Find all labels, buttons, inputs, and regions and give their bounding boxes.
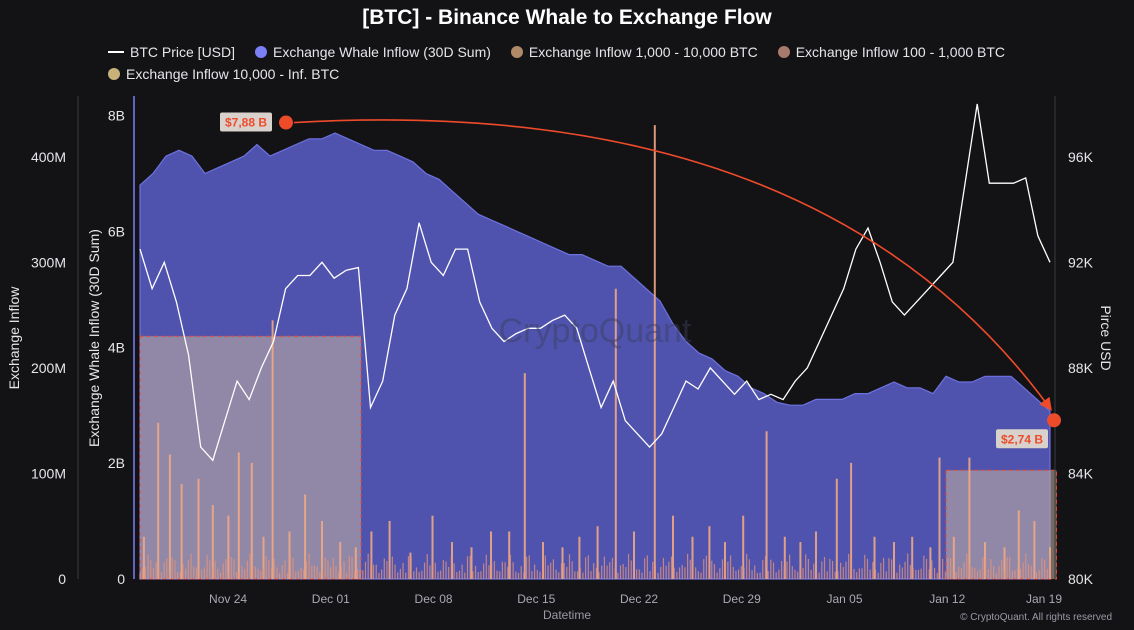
price-line-layer [139, 103, 1051, 462]
legend-label: Exchange Inflow 10,000 - Inf. BTC [126, 66, 340, 82]
y-left-outer-tick: 100M [31, 465, 66, 481]
right-axis-label: Pirce USD [1098, 305, 1114, 371]
x-axis-label: Datetime [542, 608, 592, 622]
end-badge [996, 429, 1048, 449]
highlight-box-1 [139, 335, 362, 580]
chart-title: [BTC] - Binance Whale to Exchange Flow [362, 6, 772, 29]
y-right-tick: 84K [1068, 465, 1094, 481]
x-tick: Jan 19 [1026, 592, 1062, 606]
x-tick: Dec 15 [517, 592, 555, 606]
x-tick: Dec 08 [415, 592, 453, 606]
y-left-inner-tick: 6B [108, 223, 125, 239]
legend-label: Exchange Inflow 1,000 - 10,000 BTC [528, 44, 758, 60]
peak-label: $7,88 B [225, 116, 267, 130]
trend-arrow [293, 119, 1052, 411]
y-left-inner-tick: 2B [108, 455, 125, 471]
legend-item-inflow-1000-10000[interactable]: Exchange Inflow 1,000 - 10,000 BTC [510, 44, 758, 60]
y-left-inner-tick: 8B [108, 108, 125, 124]
watermark: CryptoQuant [499, 312, 692, 350]
legend-item-whale-inflow[interactable]: Exchange Whale Inflow (30D Sum) [255, 44, 491, 60]
legend-item-inflow-10000-inf[interactable]: Exchange Inflow 10,000 - Inf. BTC [108, 66, 339, 82]
y-left-outer-tick: 300M [31, 254, 66, 270]
axes-layer: 0 100M 200M 300M 400M 0 2B 4B 6B 8B 80K 84K 88K 92K 96… [31, 96, 1094, 606]
y-left-inner-tick: 4B [108, 339, 125, 355]
y-left-outer-tick: 400M [31, 149, 66, 165]
end-label: $2,74 B [1001, 432, 1043, 446]
y-right-tick: 92K [1068, 254, 1094, 270]
y-left-inner-tick: 0 [117, 571, 125, 587]
legend-item-btc-price[interactable]: BTC Price [USD] [108, 44, 235, 60]
whale-inflow-area-layer [139, 132, 1051, 580]
dot-swatch-icon [777, 46, 790, 58]
left-outer-axis-label: Exchange Inflow [6, 286, 22, 390]
legend-label: BTC Price [USD] [130, 44, 236, 60]
copyright-text: © CryptoQuant. All rights reserved [960, 612, 1112, 623]
dot-swatch-icon [255, 46, 268, 58]
peak-badge [220, 112, 272, 132]
x-tick: Dec 22 [620, 592, 658, 606]
x-tick: Jan 12 [929, 592, 965, 606]
inflow-bars-layer [139, 125, 1051, 579]
dot-swatch-icon [108, 68, 120, 80]
legend-label: Exchange Inflow 100 - 1,000 BTC [795, 44, 1006, 60]
btc-price-line [139, 103, 1051, 462]
y-left-outer-tick: 200M [31, 360, 66, 376]
line-swatch-icon [108, 51, 124, 53]
dot-swatch-icon [510, 46, 523, 58]
x-tick: Jan 05 [827, 592, 863, 606]
left-inner-axis-label: Exchange Whale Inflow (30D Sum) [86, 229, 102, 447]
legend: BTC Price [USD] Exchange Whale Inflow (3… [108, 41, 1068, 85]
annotation-layer: $7,88 B $2,74 B [220, 112, 1061, 449]
whale-inflow-area [139, 132, 1051, 580]
y-right-tick: 88K [1068, 360, 1094, 376]
y-right-tick: 96K [1068, 149, 1094, 165]
x-tick: Dec 01 [312, 592, 350, 606]
x-tick: Dec 29 [723, 592, 761, 606]
legend-item-inflow-100-1000[interactable]: Exchange Inflow 100 - 1,000 BTC [777, 44, 1006, 60]
end-marker [1047, 413, 1061, 428]
y-left-outer-tick: 0 [58, 571, 66, 587]
legend-label: Exchange Whale Inflow (30D Sum) [273, 44, 491, 60]
y-right-tick: 80K [1068, 571, 1094, 587]
peak-marker [279, 115, 293, 130]
x-tick: Nov 24 [209, 592, 247, 606]
